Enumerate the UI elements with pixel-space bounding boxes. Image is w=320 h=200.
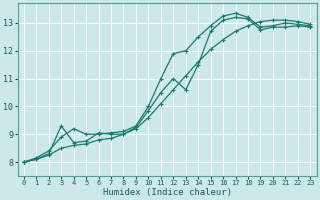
X-axis label: Humidex (Indice chaleur): Humidex (Indice chaleur): [103, 188, 232, 197]
